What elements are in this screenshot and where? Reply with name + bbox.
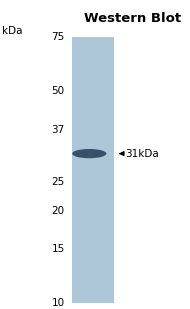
Text: kDa: kDa [2, 26, 22, 36]
Ellipse shape [72, 149, 106, 158]
Text: 20: 20 [51, 206, 65, 216]
Text: 25: 25 [51, 177, 65, 187]
Text: 31kDa: 31kDa [125, 149, 159, 159]
Text: Western Blot: Western Blot [84, 12, 182, 25]
Text: 75: 75 [51, 32, 65, 42]
Text: 15: 15 [51, 244, 65, 254]
Text: 10: 10 [51, 298, 65, 308]
Bar [72, 37, 114, 303]
Text: 37: 37 [51, 125, 65, 135]
Text: 50: 50 [51, 86, 65, 95]
